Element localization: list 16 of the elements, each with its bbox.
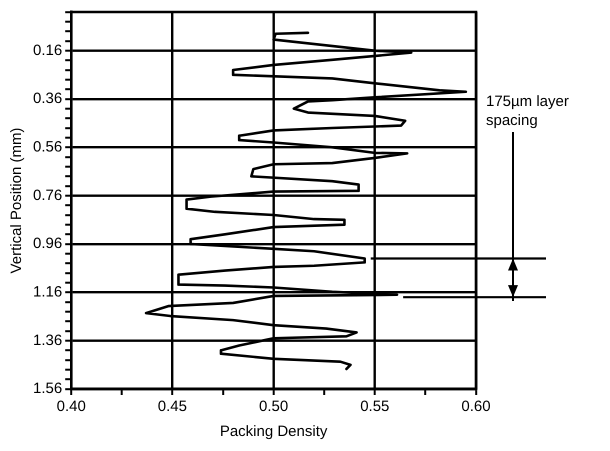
x-tick-label: 0.45 [158, 398, 187, 416]
x-tick-label: 0.40 [56, 398, 86, 416]
y-tick-label: 0.16 [32, 42, 62, 59]
x-tick-label: 0.60 [461, 398, 491, 416]
y-tick-label: 1.36 [32, 332, 62, 349]
x-axis-title: Packing Density [220, 423, 328, 440]
y-tick-label: 1.56 [32, 380, 62, 398]
y-tick-label: 1.16 [32, 283, 62, 300]
y-tick-label: 0.36 [32, 90, 62, 108]
y-axis-title: Vertical Position (mm) [8, 128, 26, 274]
y-tick-label: 0.96 [32, 235, 62, 252]
x-tick-label: 0.50 [258, 398, 288, 416]
text: 175µm layer spacing [486, 92, 570, 130]
y-tick-label: 0.56 [32, 138, 62, 156]
x-tick-label: 0.55 [360, 398, 390, 416]
y-tick-label: 0.76 [32, 186, 62, 204]
